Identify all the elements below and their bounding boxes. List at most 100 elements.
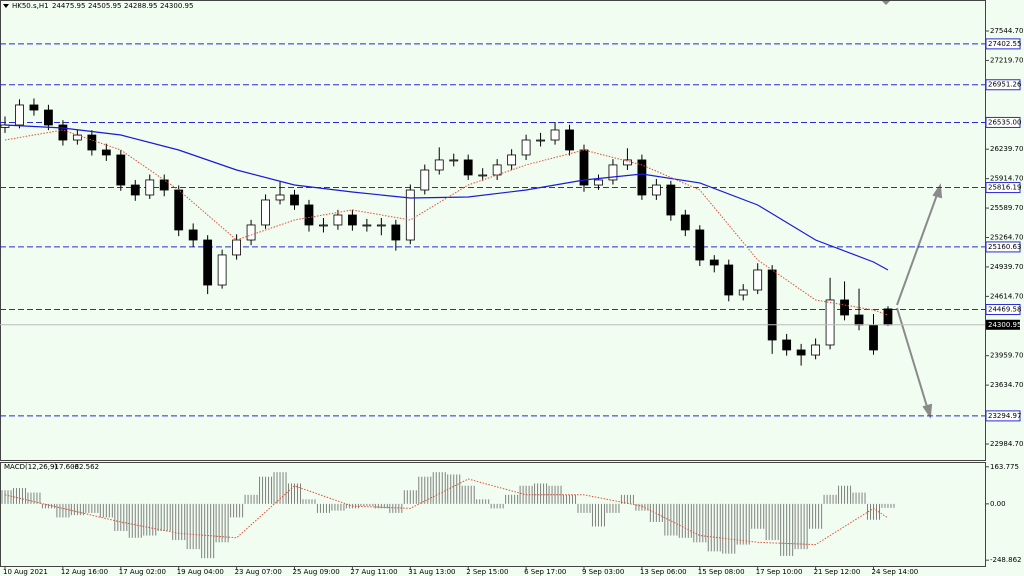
x-tick-label: 23 Aug 07:00 xyxy=(235,568,282,576)
level-label-box xyxy=(985,116,1021,128)
level-label: 25160.63 xyxy=(988,243,1021,251)
candle-body xyxy=(174,189,184,231)
level-label-box xyxy=(985,182,1021,194)
candle-body xyxy=(651,184,661,196)
level-label-box xyxy=(985,410,1021,422)
header-high: 24505.95 xyxy=(88,2,121,10)
x-tick-label: 25 Aug 09:00 xyxy=(293,568,340,576)
header-open: 24475.95 xyxy=(52,2,85,10)
arrow-up xyxy=(896,191,939,306)
indicator-line xyxy=(4,478,889,546)
candle-body xyxy=(767,269,777,341)
header-close: 24300.95 xyxy=(160,2,193,10)
candle-body xyxy=(434,159,444,171)
x-tick-label: 2 Sep 15:00 xyxy=(466,568,508,576)
candle-body xyxy=(507,154,517,166)
x-tick-label: 12 Aug 16:00 xyxy=(61,568,108,576)
y-tick-label: 24939.70 xyxy=(990,263,1023,271)
y-tick-label: -248.862 xyxy=(990,556,1021,564)
candle-body xyxy=(101,149,111,156)
macd-main-value: -17.603 xyxy=(52,463,79,471)
symbol-title: HK50.s,H1 xyxy=(12,2,49,10)
header-low: 24288.95 xyxy=(124,2,157,10)
candle-body xyxy=(159,179,169,191)
candle-body xyxy=(709,259,719,266)
level-label: 24469.58 xyxy=(988,306,1021,314)
candle-body xyxy=(594,179,603,186)
candle-body xyxy=(391,224,401,241)
candle-body xyxy=(825,299,835,346)
candle-body xyxy=(854,314,864,326)
y-tick-label: 22984.70 xyxy=(990,440,1023,448)
candle-body xyxy=(72,134,82,141)
x-tick-label: 6 Sep 17:00 xyxy=(524,568,566,576)
y-tick-label: 23634.70 xyxy=(990,381,1023,389)
candle-body xyxy=(608,164,618,181)
x-tick-label: 10 Aug 2021 xyxy=(3,568,48,576)
candle-body xyxy=(753,269,763,291)
x-tick-label: 9 Sep 03:00 xyxy=(582,568,624,576)
x-tick-label: 31 Aug 13:00 xyxy=(408,568,455,576)
x-tick-label: 17 Sep 10:00 xyxy=(756,568,803,576)
y-tick-label: 27219.70 xyxy=(990,56,1023,64)
candle-body xyxy=(521,139,531,156)
candle-body xyxy=(811,344,820,356)
macd-title: MACD(12,26,9) xyxy=(4,463,57,471)
level-label-box xyxy=(985,79,1021,91)
candle-body xyxy=(666,184,676,216)
macd-frame xyxy=(0,462,986,567)
y-tick-label: 27544.70 xyxy=(990,27,1023,35)
candle-body xyxy=(449,159,459,162)
candle-body xyxy=(623,159,632,166)
candle-body xyxy=(347,214,357,226)
macd-signal-value: -62.562 xyxy=(72,463,99,471)
candle-body xyxy=(796,349,806,356)
x-tick-label: 27 Aug 11:00 xyxy=(350,568,397,576)
y-tick-label: 0.00 xyxy=(990,500,1006,508)
indicator-line xyxy=(4,129,889,316)
x-tick-label: 24 Sep 14:00 xyxy=(872,568,919,576)
indicator-line xyxy=(4,124,889,271)
candle-body xyxy=(840,299,849,316)
current-price-label: 24300.95 xyxy=(988,321,1021,329)
candle-body xyxy=(478,174,488,177)
level-label-box xyxy=(985,241,1021,253)
y-tick-label: 25264.70 xyxy=(990,233,1023,241)
candle-body xyxy=(637,159,647,196)
menu-icon[interactable] xyxy=(3,4,9,8)
candle-body xyxy=(376,224,386,227)
current-price-box xyxy=(986,319,1020,330)
level-label-box xyxy=(985,38,1021,50)
arrow-head xyxy=(922,403,933,419)
x-tick-label: 13 Sep 06:00 xyxy=(640,568,687,576)
candle-body xyxy=(130,184,140,196)
candle-body xyxy=(145,179,155,196)
x-tick-label: 21 Sep 12:00 xyxy=(814,568,861,576)
candle-body xyxy=(29,104,39,111)
candle-body xyxy=(724,264,734,296)
level-label: 25816.19 xyxy=(988,184,1021,192)
candle-body xyxy=(87,134,97,151)
candle-body xyxy=(463,159,473,176)
x-tick-label: 15 Sep 08:00 xyxy=(698,568,745,576)
candle-body xyxy=(203,239,213,286)
y-tick-label: 24614.70 xyxy=(990,292,1023,300)
level-label: 26951.26 xyxy=(988,81,1022,89)
candle-body xyxy=(319,224,328,227)
level-label: 23294.97 xyxy=(988,412,1021,420)
candle-body xyxy=(246,224,256,241)
candle-body xyxy=(232,239,242,256)
candle-body xyxy=(362,224,372,227)
candle-body xyxy=(116,154,126,186)
candle-body xyxy=(275,194,285,201)
x-tick-label: 19 Aug 04:00 xyxy=(177,568,224,576)
level-label-box xyxy=(985,304,1021,316)
candle-body xyxy=(0,124,10,128)
candle-body xyxy=(680,214,690,231)
candle-body xyxy=(44,109,53,126)
candle-body xyxy=(420,169,430,191)
candle-body xyxy=(550,129,560,141)
candle-body xyxy=(15,104,24,126)
